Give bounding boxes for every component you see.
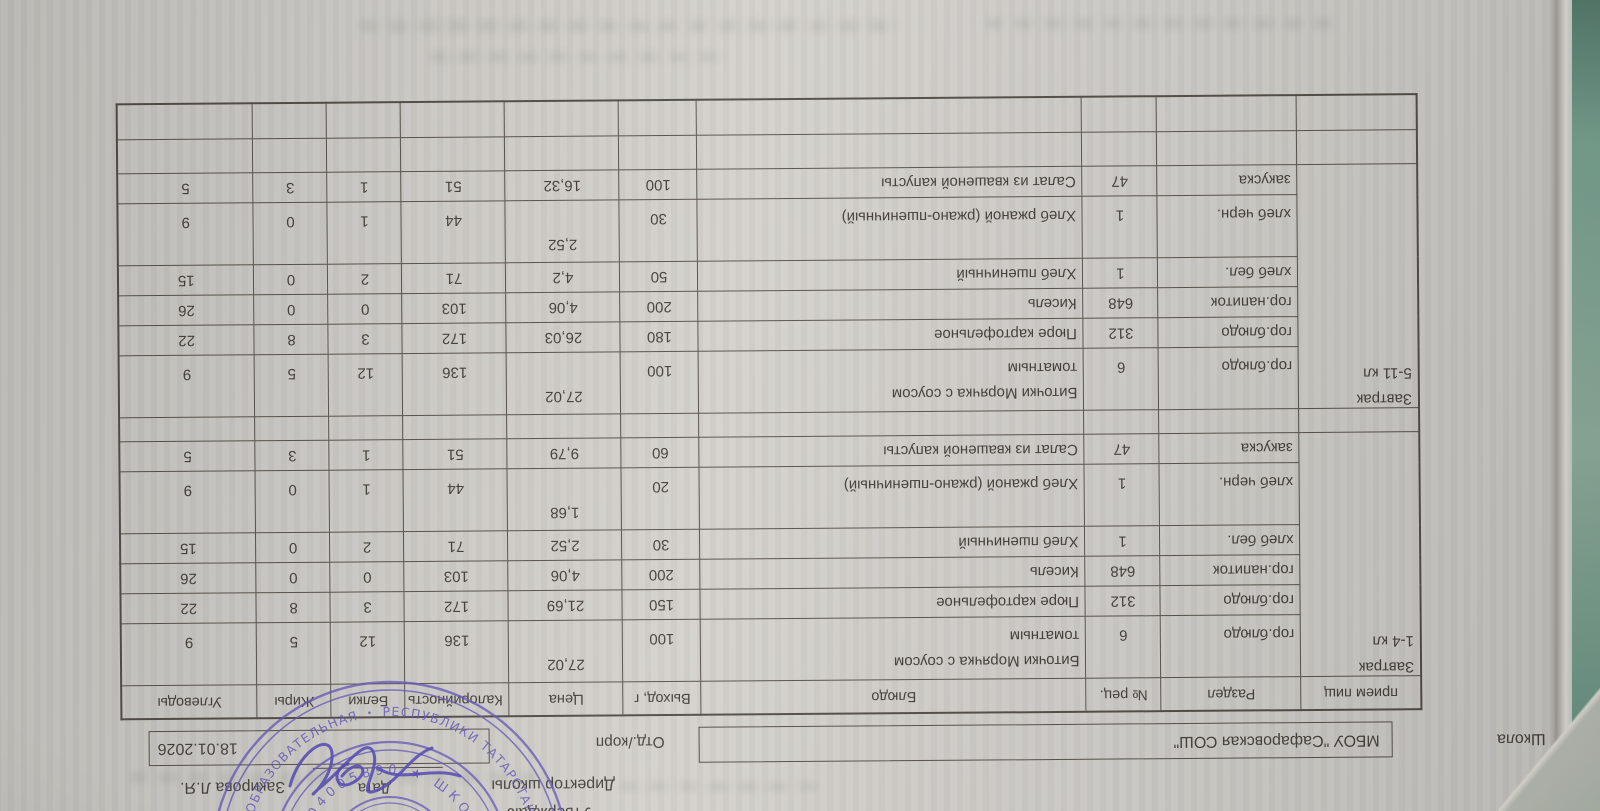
ink-bleedthrough-smudge <box>620 782 820 791</box>
ink-bleedthrough-smudge <box>360 20 900 32</box>
under-sheet-corner <box>1498 688 1600 811</box>
signature-scribble <box>288 742 462 796</box>
ink-bleedthrough-smudge <box>430 52 730 62</box>
round-stamp-icon: ОБЩЕОБРАЗОВАТЕЛЬНАЯ ・ РЕСПУБЛИКИ ТАТАРСТ… <box>182 648 570 811</box>
ink-bleedthrough-smudge <box>985 18 1335 29</box>
